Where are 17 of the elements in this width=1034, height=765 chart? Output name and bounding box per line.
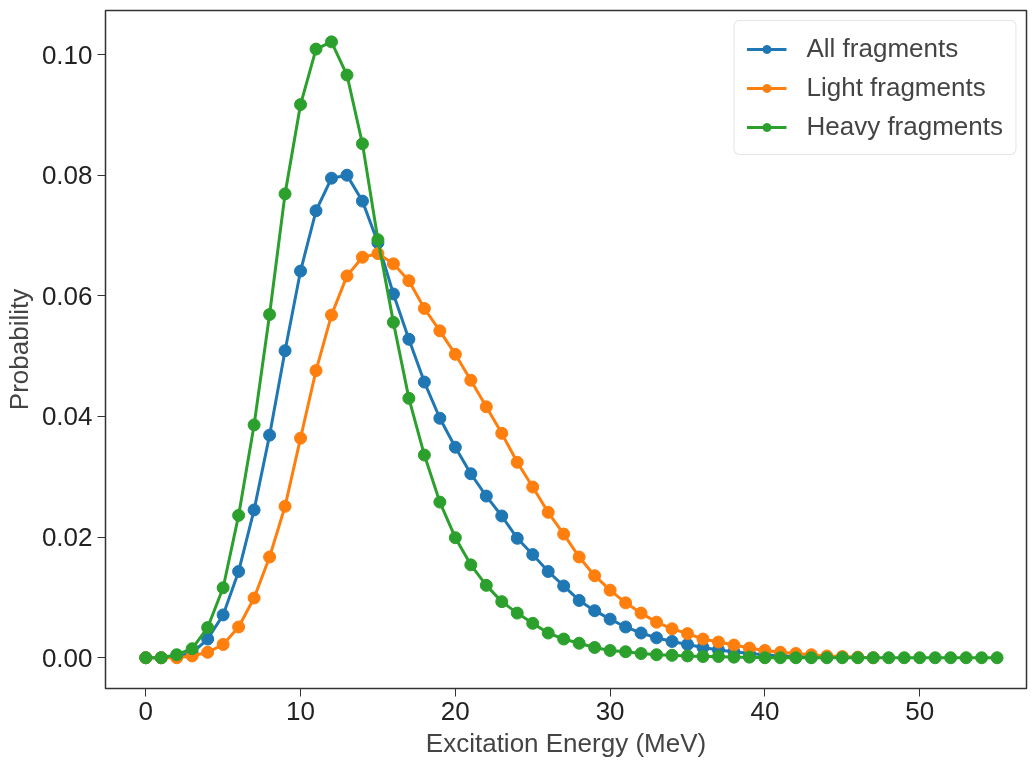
y-tick-label: 0.10 bbox=[41, 39, 93, 70]
y-tick-label: 0.00 bbox=[41, 642, 93, 673]
y-tick-label: 0.02 bbox=[41, 522, 93, 553]
x-tick-label: 0 bbox=[138, 695, 153, 726]
legend-label: Light fragments bbox=[806, 72, 986, 103]
x-tick-label: 40 bbox=[750, 695, 780, 726]
x-tick-label: 10 bbox=[286, 695, 315, 726]
x-tick-label: 50 bbox=[905, 695, 935, 726]
y-tick-label: 0.04 bbox=[41, 401, 93, 432]
x-tick-label: 20 bbox=[440, 695, 470, 726]
y-axis-title: Probability bbox=[3, 288, 34, 411]
x-axis-title: Excitation Energy (MeV) bbox=[425, 727, 707, 758]
y-tick-label: 0.08 bbox=[41, 160, 93, 191]
x-tick-label: 30 bbox=[595, 695, 625, 726]
legend-label: Heavy fragments bbox=[806, 111, 1003, 142]
legend-label: All fragments bbox=[806, 33, 959, 64]
y-tick-label: 0.06 bbox=[41, 280, 93, 311]
